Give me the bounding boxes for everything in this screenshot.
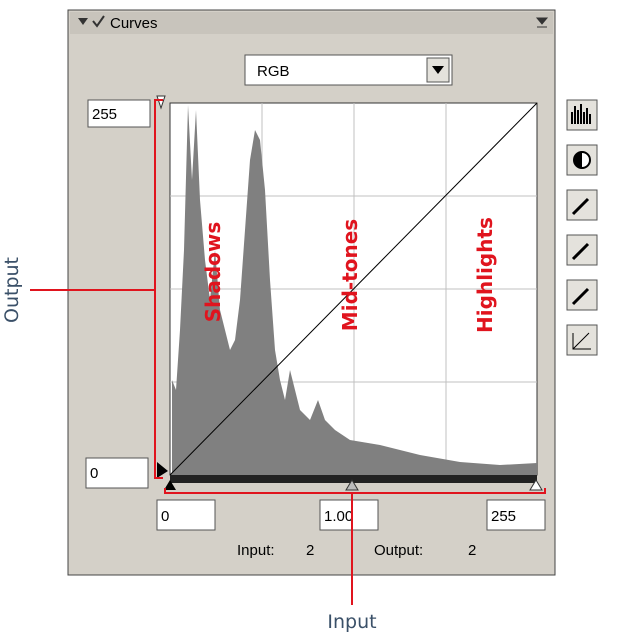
status-value: 2 (468, 542, 476, 559)
input-field-value: 1.00 (324, 508, 353, 525)
input-white-field[interactable] (486, 499, 546, 531)
input-white-slider[interactable] (529, 479, 543, 491)
tool-buttons (566, 99, 598, 356)
status-value: 2 (306, 542, 314, 559)
icon (572, 332, 591, 350)
input-field-value: 0 (161, 508, 169, 525)
input-gamma-field[interactable] (319, 499, 379, 531)
collapse-arrow[interactable] (78, 18, 88, 25)
output-max-field[interactable] (87, 99, 151, 128)
histogram (172, 105, 537, 475)
zone-label: Shadows (201, 222, 225, 323)
status-label: Output: (374, 542, 423, 559)
output-bracket (30, 99, 163, 479)
input-bracket (164, 488, 546, 605)
input-black-slider[interactable] (164, 480, 176, 490)
annotation: Input (327, 611, 376, 633)
icon (571, 104, 591, 124)
input-black-field[interactable] (156, 499, 216, 531)
check-mark[interactable] (92, 15, 105, 28)
zone-label: Highlights (473, 217, 497, 333)
curve-line[interactable] (169, 102, 538, 476)
input-field-value: 255 (491, 508, 516, 525)
input-gamma-slider[interactable] (345, 479, 359, 491)
dropdown-arrow (432, 66, 444, 74)
annotation: Output (1, 257, 23, 323)
panel-menu[interactable] (535, 17, 549, 28)
icon (571, 287, 590, 306)
title-bar (70, 12, 553, 34)
output-min: 0 (90, 465, 98, 482)
channel-value: RGB (257, 63, 290, 80)
input-gradient (170, 475, 537, 483)
output-black-slider[interactable] (157, 462, 168, 478)
status-label: Input: (237, 542, 275, 559)
panel-title: Curves (110, 15, 158, 32)
icon (571, 197, 590, 216)
zone-label: Mid-tones (338, 219, 362, 331)
icon (574, 152, 582, 168)
icon (571, 242, 590, 261)
channel-dropdown[interactable] (244, 54, 453, 86)
output-min-field[interactable] (85, 457, 149, 489)
output-max: 255 (92, 106, 117, 123)
